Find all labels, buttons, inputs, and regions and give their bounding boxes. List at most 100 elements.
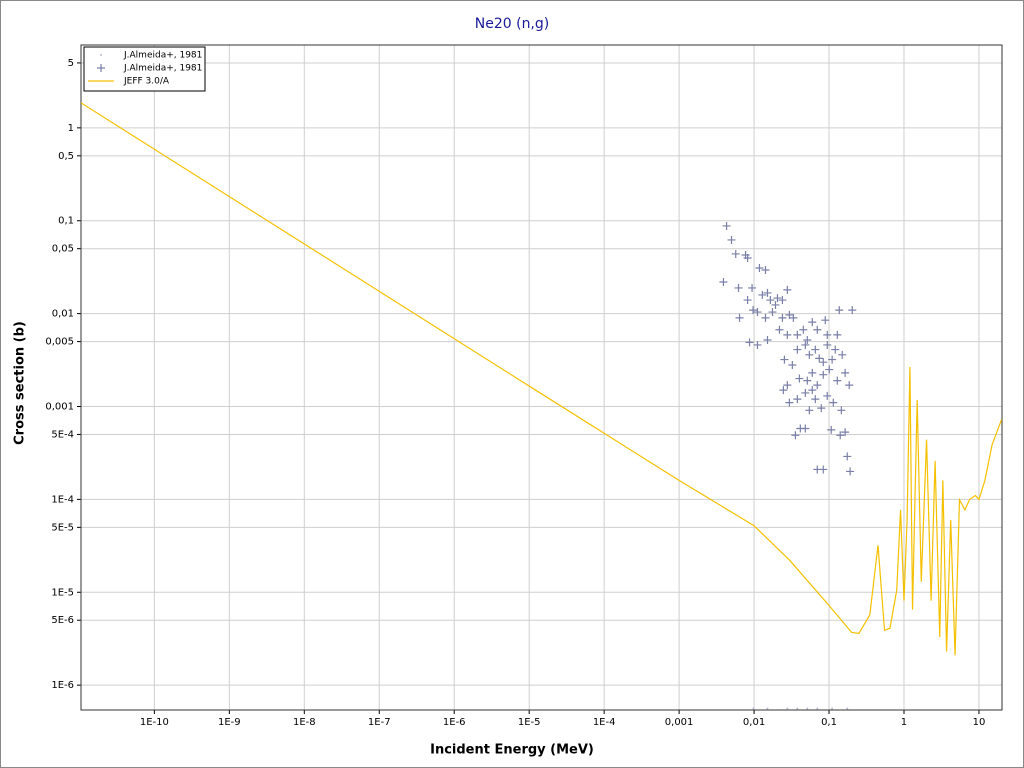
data-point bbox=[821, 316, 830, 325]
y-axis-label: Cross section (b) bbox=[13, 321, 28, 445]
x-tick-label: 0,01 bbox=[743, 717, 765, 728]
y-tick-label: 0,01 bbox=[52, 309, 74, 320]
data-point bbox=[789, 313, 798, 322]
y-tick-label: 1E-6 bbox=[51, 680, 74, 691]
data-point bbox=[753, 340, 762, 349]
data-point bbox=[775, 325, 784, 334]
legend-symbol bbox=[97, 64, 105, 72]
data-point bbox=[793, 395, 802, 404]
data-point bbox=[753, 308, 762, 317]
x-tick-label: 1E-9 bbox=[218, 717, 241, 728]
data-point bbox=[719, 278, 728, 286]
data-point bbox=[828, 355, 837, 364]
legend-label: JEFF 3.0/A bbox=[123, 77, 170, 87]
y-tick-label: 5 bbox=[68, 58, 74, 69]
data-point bbox=[749, 306, 758, 315]
data-point bbox=[823, 330, 832, 339]
data-point bbox=[773, 294, 782, 303]
x-tick-label: 1E-5 bbox=[518, 717, 541, 728]
data-point bbox=[846, 707, 849, 710]
data-point bbox=[841, 368, 850, 377]
x-tick-label: 1E-7 bbox=[368, 717, 391, 728]
data-line bbox=[81, 102, 1002, 656]
data-point bbox=[819, 370, 828, 379]
y-tick-label: 0,1 bbox=[58, 216, 74, 227]
legend-symbol bbox=[100, 54, 102, 56]
data-point bbox=[835, 306, 844, 315]
data-point bbox=[817, 404, 826, 413]
data-point bbox=[801, 340, 810, 349]
data-point bbox=[768, 308, 777, 317]
data-point bbox=[778, 296, 787, 305]
legend-label: J.Almeida+, 1981 bbox=[123, 51, 202, 61]
data-point bbox=[748, 283, 757, 292]
data-point bbox=[833, 376, 842, 385]
data-point bbox=[793, 345, 802, 354]
data-point bbox=[823, 391, 832, 400]
data-point bbox=[799, 325, 808, 334]
grid: 1E-10 1E-9 1E-8 1E-7 1E-6 1E-5 1E-4 0,001 0,01 0,… bbox=[45, 44, 1003, 728]
data-point bbox=[838, 350, 847, 359]
y-tick-label: 5E-6 bbox=[51, 615, 74, 626]
data-point bbox=[745, 338, 754, 347]
data-point bbox=[811, 345, 820, 354]
data-point bbox=[786, 707, 789, 710]
y-tick-label: 0,05 bbox=[52, 244, 74, 255]
plot-background bbox=[81, 45, 1002, 710]
data-point bbox=[813, 325, 822, 334]
data-point bbox=[734, 283, 743, 292]
data-point bbox=[801, 424, 810, 433]
data-point bbox=[779, 386, 788, 395]
data-point bbox=[803, 335, 812, 344]
data-point bbox=[841, 428, 850, 437]
data-point bbox=[755, 263, 764, 272]
y-tick-label: 5E-4 bbox=[51, 429, 74, 440]
data-point bbox=[785, 398, 794, 407]
y-tick-label: 5E-5 bbox=[51, 522, 74, 533]
x-tick-label: 10 bbox=[973, 717, 986, 728]
data-point bbox=[845, 381, 854, 390]
x-tick-label: 0,001 bbox=[665, 717, 694, 728]
y-tick-label: 1E-4 bbox=[51, 494, 74, 505]
data-point bbox=[819, 465, 828, 474]
y-tick-label: 1 bbox=[68, 123, 74, 134]
y-tick-label: 0,5 bbox=[58, 151, 74, 162]
data-point bbox=[837, 406, 846, 415]
legend-box bbox=[83, 46, 206, 92]
data-point bbox=[846, 467, 855, 476]
data-point bbox=[735, 313, 744, 322]
data-point bbox=[793, 330, 802, 339]
x-tick-label: 0,1 bbox=[821, 717, 837, 728]
data-point bbox=[805, 406, 814, 415]
data-point bbox=[788, 360, 797, 369]
data-point bbox=[791, 431, 800, 440]
data-point bbox=[836, 431, 845, 440]
data-point bbox=[758, 290, 767, 299]
data-point bbox=[763, 335, 772, 344]
data-point bbox=[778, 313, 787, 322]
legend-label: J.Almeida+, 1981 bbox=[123, 64, 202, 74]
data-point bbox=[766, 296, 775, 305]
data-point bbox=[823, 340, 832, 349]
data-point bbox=[813, 381, 822, 390]
data-point bbox=[763, 288, 772, 297]
data-point bbox=[829, 398, 838, 407]
data-point bbox=[783, 330, 792, 339]
plot-border bbox=[80, 44, 1003, 711]
x-tick-label: 1E-10 bbox=[140, 717, 169, 728]
y-tick-label: 1E-5 bbox=[51, 587, 74, 598]
data-point bbox=[811, 395, 820, 404]
data-point bbox=[843, 452, 852, 461]
data-point bbox=[808, 386, 817, 395]
data-point bbox=[848, 306, 857, 315]
data-point bbox=[780, 355, 789, 364]
y-tick-label: 0,001 bbox=[45, 402, 74, 413]
data-point bbox=[743, 254, 752, 263]
data-point bbox=[815, 354, 824, 363]
data-point bbox=[766, 707, 769, 710]
data-point bbox=[803, 376, 812, 385]
data-point bbox=[825, 365, 834, 374]
data-point bbox=[831, 345, 840, 354]
